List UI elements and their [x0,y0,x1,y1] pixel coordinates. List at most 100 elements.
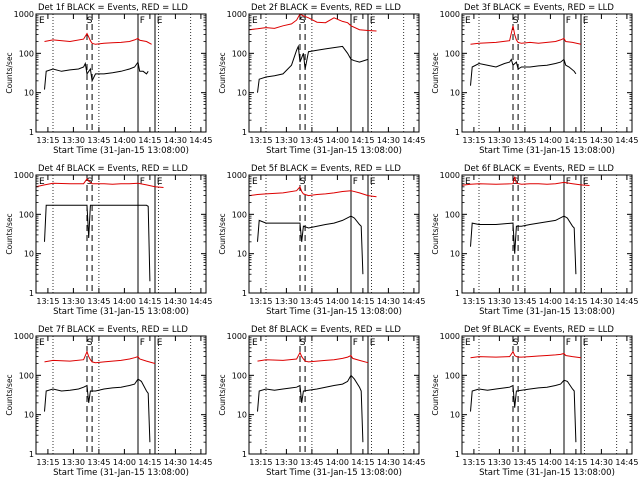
y-tick-label: 1 [242,450,247,459]
x-tick-label: 14:00 [326,458,349,467]
x-tick-label: 13:45 [87,136,110,145]
marker-e-left: E [465,338,471,348]
y-tick-label: 1 [455,128,460,137]
x-tick-label: 14:00 [539,297,562,306]
x-tick-label: 14:00 [326,136,349,145]
chart-title: Det 8f BLACK = Events, RED = LLD [251,325,401,335]
lld-series-line [470,25,582,45]
y-tick-label: 10 [450,250,460,259]
y-tick-label: 1 [242,289,247,298]
x-tick-label: 14:15 [564,458,587,467]
y-tick-label: 100 [19,49,34,58]
x-tick-label: 14:45 [189,458,212,467]
y-tick-label: 10 [237,411,247,420]
x-tick-label: 13:15 [249,136,272,145]
x-tick-label: 14:00 [113,297,136,306]
y-tick-label: 10 [24,89,34,98]
chart-title: Det 7f BLACK = Events, RED = LLD [38,325,188,335]
y-tick-label: 1000 [14,10,34,19]
x-tick-label: 13:45 [513,136,536,145]
x-tick-label: 14:45 [402,136,425,145]
x-tick-label: 13:30 [62,136,85,145]
chart-title: Det 1f BLACK = Events, RED = LLD [38,3,188,13]
x-tick-label: 13:45 [300,297,323,306]
x-tick-label: 14:30 [164,297,187,306]
y-axis-label: Counts/sec [218,374,227,415]
y-tick-label: 100 [445,371,460,380]
x-axis-label: Start Time (31-Jan-15 13:08:00) [53,307,189,317]
marker-e-right: E [583,177,589,187]
x-tick-label: 14:30 [164,458,187,467]
x-axis-label: Start Time (31-Jan-15 13:08:00) [479,146,615,156]
x-tick-label: 14:00 [113,458,136,467]
marker-e-right: E [370,177,376,187]
detector-plot-2f: Det 2f BLACK = Events, RED = LLD E S F E 1 10 1… [218,3,425,156]
x-axis-label: Start Time (31-Jan-15 13:08:00) [53,468,189,478]
lld-series-line [248,13,377,32]
x-tick-label: 14:00 [539,458,562,467]
y-tick-label: 1000 [227,171,247,180]
y-tick-label: 1 [29,128,34,137]
marker-f: F [353,177,358,187]
y-tick-label: 1 [242,128,247,137]
y-axis-label: Counts/sec [218,52,227,93]
events-series-line [470,215,577,275]
y-tick-label: 1 [455,450,460,459]
x-tick-label: 14:30 [590,297,613,306]
x-axis-label: Start Time (31-Jan-15 13:08:00) [479,307,615,317]
lld-series-line [44,350,156,364]
x-tick-label: 13:15 [462,458,485,467]
marker-s: S [87,16,93,26]
x-tick-label: 13:15 [462,297,485,306]
plot-frame [35,13,207,133]
y-tick-label: 100 [19,371,34,380]
x-tick-label: 13:30 [488,297,511,306]
x-tick-label: 14:30 [590,458,613,467]
x-tick-label: 14:30 [164,136,187,145]
y-tick-label: 1 [455,289,460,298]
y-tick-label: 100 [445,49,460,58]
x-tick-label: 14:15 [564,136,587,145]
lld-series-line [461,176,590,186]
marker-f: F [140,338,145,348]
x-axis-label: Start Time (31-Jan-15 13:08:00) [479,468,615,478]
x-tick-label: 13:15 [36,297,59,306]
marker-f: F [140,16,145,26]
y-axis-label: Counts/sec [5,52,14,93]
chart-title: Det 3f BLACK = Events, RED = LLD [464,3,614,13]
marker-e-right: E [157,16,163,26]
y-axis-label: Counts/sec [431,52,440,93]
y-tick-label: 100 [232,49,247,58]
y-tick-label: 1000 [227,332,247,341]
y-tick-label: 100 [445,210,460,219]
y-tick-label: 1000 [440,10,460,19]
marker-e-right: E [157,177,163,187]
plot-frame [248,174,420,294]
y-tick-label: 1000 [440,171,460,180]
marker-e-left: E [252,177,258,187]
x-tick-label: 13:30 [488,458,511,467]
plot-frame [248,13,420,133]
marker-f: F [353,338,358,348]
x-tick-label: 13:30 [275,458,298,467]
x-tick-label: 13:45 [513,458,536,467]
x-tick-label: 13:15 [462,136,485,145]
chart-title: Det 5f BLACK = Events, RED = LLD [251,164,401,174]
x-tick-label: 14:45 [615,458,638,467]
detector-plot-5f: Det 5f BLACK = Events, RED = LLD E S F E 1 10 1… [218,164,425,317]
x-tick-label: 13:15 [36,458,59,467]
y-tick-label: 1 [29,450,34,459]
x-tick-label: 14:15 [564,297,587,306]
x-axis-label: Start Time (31-Jan-15 13:08:00) [266,468,402,478]
x-tick-label: 14:00 [539,136,562,145]
plot-frame [461,174,633,294]
y-axis-label: Counts/sec [431,213,440,254]
x-tick-label: 14:30 [377,297,400,306]
detector-plot-3f: Det 3f BLACK = Events, RED = LLD E S F E 1 10 1… [431,3,638,156]
x-tick-label: 13:30 [488,136,511,145]
x-tick-label: 14:00 [113,136,136,145]
events-series-line [257,44,369,93]
marker-e-left: E [465,177,471,187]
